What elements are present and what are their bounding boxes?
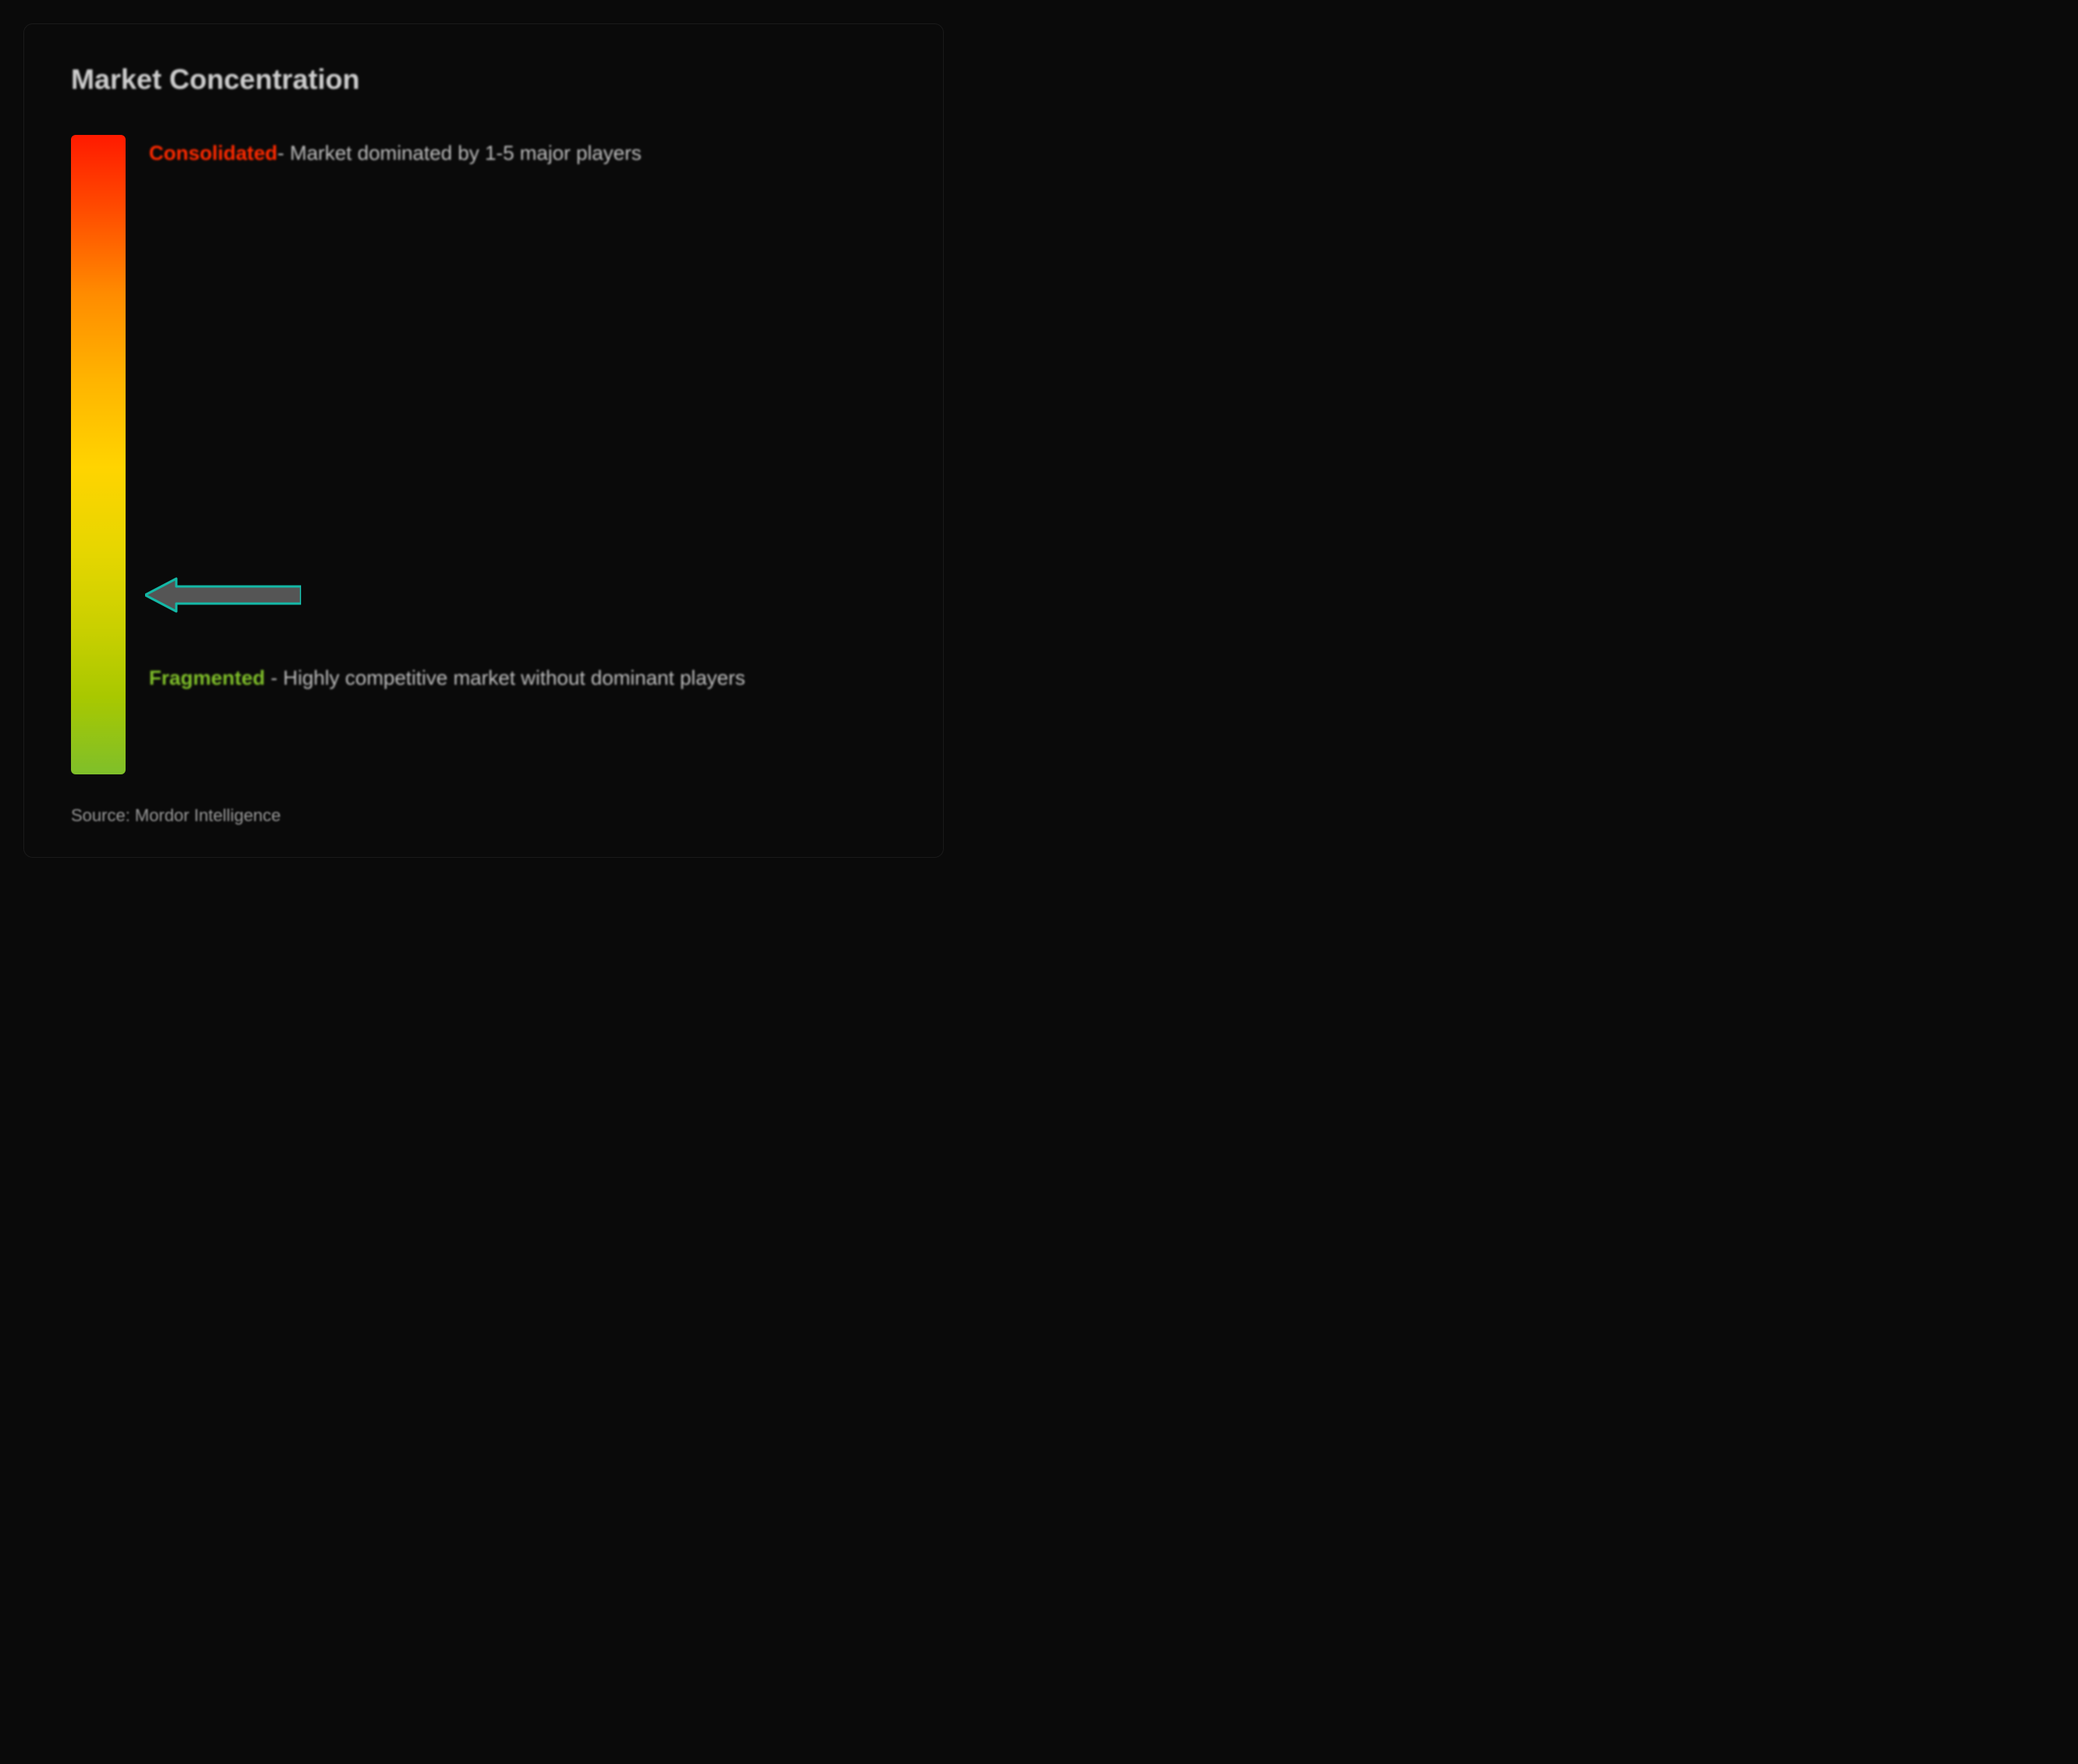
fragmented-sep: - (265, 666, 283, 689)
market-concentration-card: Market Concentration Consolidated- Marke… (23, 23, 944, 858)
concentration-gradient-bar (71, 135, 126, 774)
consolidated-desc: Market dominated by 1-5 major players (290, 141, 642, 165)
gradient-bar-container (71, 135, 126, 774)
consolidated-sep: - (278, 141, 290, 165)
card-title: Market Concentration (71, 63, 896, 96)
source-attribution: Source: Mordor Intelligence (71, 806, 896, 826)
card-content: Consolidated- Market dominated by 1-5 ma… (71, 135, 896, 774)
consolidated-key: Consolidated (149, 141, 278, 165)
fragmented-desc: Highly competitive market without domina… (283, 666, 745, 689)
consolidated-label: Consolidated- Market dominated by 1-5 ma… (149, 141, 865, 165)
fragmented-key: Fragmented (149, 666, 265, 689)
labels-column: Consolidated- Market dominated by 1-5 ma… (149, 135, 896, 774)
fragmented-label: Fragmented - Highly competitive market w… (149, 666, 865, 690)
